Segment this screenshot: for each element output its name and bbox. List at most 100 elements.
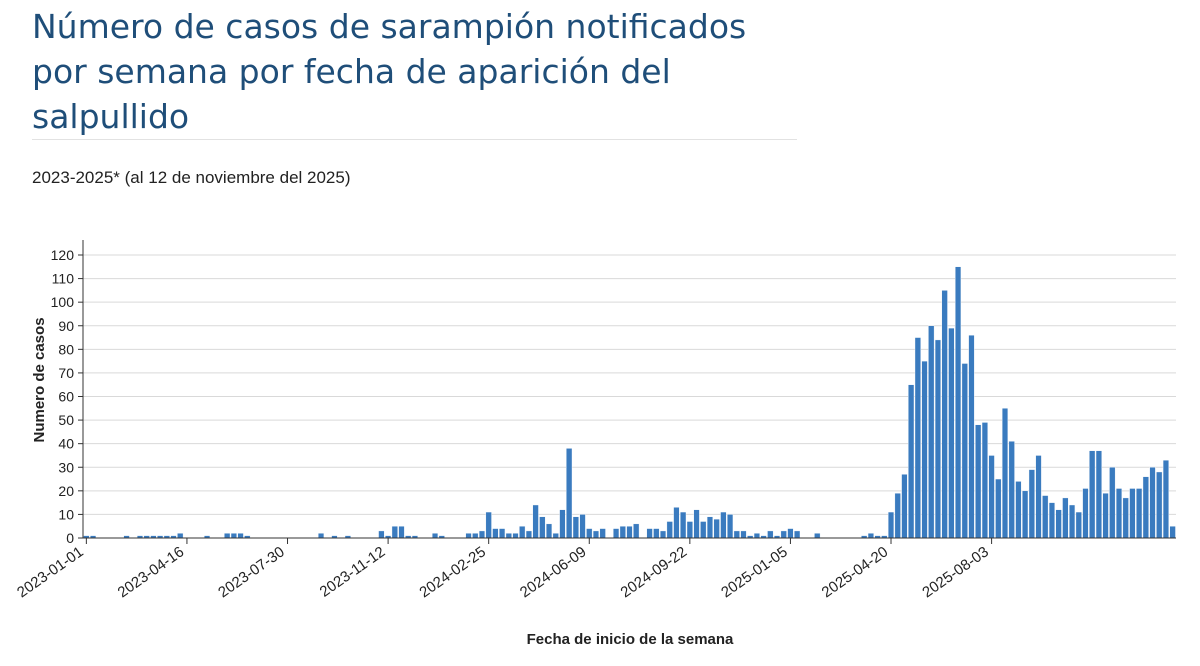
bar bbox=[961, 363, 968, 539]
x-tick-label: 2023-04-16 bbox=[115, 543, 188, 601]
x-tick-label: 2025-08-03 bbox=[919, 543, 992, 601]
x-tick-label: 2023-07-30 bbox=[215, 543, 288, 601]
bar bbox=[1095, 450, 1102, 539]
bar bbox=[921, 360, 928, 539]
bar bbox=[814, 533, 821, 539]
bar bbox=[720, 511, 727, 539]
bar bbox=[619, 526, 626, 539]
bar bbox=[224, 533, 231, 539]
y-tick-label: 120 bbox=[51, 247, 75, 263]
bar bbox=[566, 448, 573, 539]
bar bbox=[552, 533, 559, 539]
bar bbox=[981, 422, 988, 539]
bar bbox=[1035, 455, 1042, 539]
bar bbox=[1149, 467, 1156, 539]
bar bbox=[592, 530, 600, 539]
y-tick-label: 110 bbox=[52, 271, 75, 287]
bar bbox=[525, 530, 532, 539]
bar bbox=[1142, 476, 1149, 539]
x-tick-label: 2024-06-09 bbox=[517, 543, 590, 601]
bar bbox=[572, 516, 579, 539]
y-tick-label: 90 bbox=[58, 318, 74, 334]
y-tick-label: 50 bbox=[58, 412, 74, 428]
x-axis: 2023-01-01 2023-04-16 2023-07-30 2023-11-12… bbox=[14, 537, 1176, 601]
bar bbox=[780, 530, 787, 539]
bar bbox=[1015, 481, 1022, 539]
bar bbox=[539, 516, 546, 539]
bar bbox=[472, 533, 479, 539]
x-axis-label: Fecha de inicio de la semana bbox=[527, 631, 734, 648]
bar bbox=[680, 511, 687, 539]
bar bbox=[1169, 526, 1176, 539]
bar bbox=[545, 523, 553, 539]
bar bbox=[767, 530, 774, 539]
bar bbox=[787, 528, 794, 539]
x-tick-label: 2025-01-05 bbox=[718, 543, 791, 601]
page-title: Número de casos de sarampión notificados… bbox=[32, 7, 747, 136]
bar bbox=[988, 455, 995, 539]
bar bbox=[599, 528, 606, 539]
bar bbox=[1062, 497, 1069, 539]
bar bbox=[1136, 488, 1143, 539]
bar bbox=[1022, 490, 1029, 539]
bar bbox=[579, 514, 586, 539]
bar bbox=[941, 290, 948, 539]
bar bbox=[1028, 469, 1035, 539]
bar bbox=[398, 526, 405, 539]
bar bbox=[887, 511, 895, 539]
bar bbox=[519, 526, 526, 539]
bar bbox=[928, 325, 935, 539]
y-tick-label: 0 bbox=[66, 530, 74, 546]
bar bbox=[1102, 492, 1109, 539]
bar bbox=[867, 533, 874, 539]
bar bbox=[794, 530, 801, 539]
bar bbox=[465, 533, 472, 539]
bar bbox=[1109, 467, 1116, 539]
bar bbox=[586, 528, 593, 539]
bars bbox=[83, 266, 1176, 539]
bar bbox=[948, 327, 955, 539]
bar bbox=[391, 526, 398, 539]
bar bbox=[653, 528, 660, 539]
y-axis-label: Numero de casos bbox=[31, 317, 48, 442]
bar bbox=[633, 523, 640, 539]
bar bbox=[1055, 509, 1062, 539]
bar bbox=[753, 533, 760, 539]
bar bbox=[378, 530, 385, 539]
bar bbox=[733, 530, 740, 539]
bar bbox=[646, 528, 653, 539]
bar bbox=[1048, 502, 1056, 539]
bar bbox=[1075, 511, 1082, 539]
bar bbox=[613, 528, 620, 539]
bar bbox=[686, 521, 693, 539]
bar bbox=[177, 533, 184, 539]
bar bbox=[431, 533, 439, 539]
bar bbox=[693, 509, 700, 539]
bar bbox=[1089, 450, 1096, 539]
bar bbox=[485, 511, 492, 539]
bar bbox=[955, 266, 962, 539]
y-tick-label: 10 bbox=[58, 506, 74, 522]
bar bbox=[505, 533, 512, 539]
bar bbox=[237, 533, 244, 539]
x-tick-label: 2023-01-01 bbox=[14, 543, 87, 601]
bar bbox=[706, 516, 714, 539]
bar bbox=[1122, 497, 1129, 539]
bar bbox=[1156, 471, 1163, 539]
bar bbox=[499, 528, 506, 539]
y-tick-label: 20 bbox=[58, 483, 74, 499]
x-tick-label: 2024-02-25 bbox=[416, 543, 489, 601]
bar bbox=[1082, 488, 1089, 539]
bar bbox=[492, 528, 499, 539]
bar bbox=[1115, 488, 1123, 539]
bar bbox=[740, 530, 747, 539]
bar bbox=[1069, 504, 1076, 539]
y-axis: 0 10 20 30 40 50 60 70 80 90 100 110 120 bbox=[51, 240, 84, 546]
bar bbox=[908, 384, 915, 539]
bar bbox=[934, 339, 942, 539]
bar bbox=[1042, 495, 1049, 539]
bar bbox=[713, 518, 720, 539]
bar bbox=[532, 504, 539, 539]
bar bbox=[559, 509, 566, 539]
